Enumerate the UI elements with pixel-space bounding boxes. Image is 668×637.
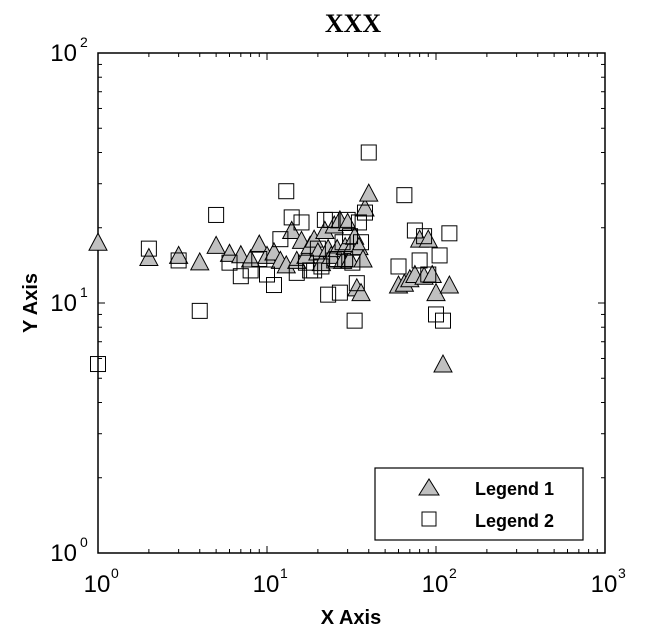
square-point — [342, 228, 359, 245]
square-point — [265, 277, 282, 294]
square-point — [406, 222, 423, 239]
square-point — [288, 264, 305, 281]
square-point — [390, 258, 407, 275]
y-tick-label: 10 — [50, 40, 77, 67]
square-point — [272, 231, 289, 248]
triangle-point — [351, 282, 371, 302]
triangle-point — [139, 247, 159, 267]
chart-title: XXX — [325, 9, 382, 38]
square-point — [348, 275, 365, 292]
square-point — [251, 250, 268, 267]
square-point — [428, 306, 444, 323]
square-point — [360, 144, 377, 161]
x-tick-exponent: 3 — [618, 565, 626, 581]
square-point — [293, 214, 310, 231]
square-point — [356, 204, 373, 221]
legend-item-2-label: Legend 2 — [475, 511, 554, 531]
square-point — [221, 254, 238, 271]
legend: Legend 1 Legend 2 — [374, 467, 584, 541]
y-axis-label: Y Axis — [20, 273, 42, 333]
square-point — [140, 240, 157, 257]
triangle-point — [439, 274, 460, 294]
square-marker-icon — [421, 511, 437, 527]
triangle-point — [353, 248, 373, 268]
triangle-point — [219, 243, 240, 262]
triangle-point — [337, 212, 358, 231]
square-point — [326, 252, 343, 269]
triangle-point — [355, 197, 375, 217]
y-tick-label: 10 — [50, 290, 77, 317]
triangle-point — [168, 245, 189, 264]
square-point — [431, 247, 448, 264]
axis-ticks — [97, 53, 605, 554]
triangle-point — [433, 353, 453, 373]
y-tick-label: 10 — [50, 540, 77, 567]
square-point — [208, 206, 225, 223]
triangle-point — [189, 251, 210, 271]
x-tick-exponent: 0 — [111, 565, 119, 581]
square-point — [396, 187, 413, 204]
triangle-point — [358, 183, 379, 202]
x-tick-exponent: 1 — [280, 565, 288, 581]
square-point — [259, 266, 275, 283]
square-point — [344, 254, 361, 271]
square-point — [170, 252, 187, 269]
square-point — [283, 209, 300, 226]
triangle-point — [206, 235, 226, 254]
square-point — [232, 268, 249, 285]
triangle-point — [88, 232, 108, 251]
square-point — [309, 240, 326, 257]
square-point — [416, 228, 433, 245]
square-point — [90, 356, 106, 373]
square-point — [278, 183, 295, 200]
x-tick-label: 10 — [591, 571, 618, 598]
square-point — [323, 211, 340, 228]
y-tick-exponent: 0 — [80, 534, 88, 550]
triangle-point — [418, 229, 439, 248]
square-point — [441, 225, 458, 242]
triangle-point — [230, 244, 251, 264]
triangle-marker-icon — [418, 478, 440, 496]
square-point — [434, 312, 451, 329]
square-point — [420, 266, 437, 283]
x-tick-label: 10 — [422, 571, 449, 598]
x-tick-exponent: 2 — [449, 565, 457, 581]
square-point — [350, 214, 367, 231]
y-tick-exponent: 1 — [80, 284, 88, 300]
y-tick-exponent: 2 — [80, 34, 88, 50]
x-tick-label: 10 — [84, 571, 111, 598]
triangle-point — [249, 234, 270, 253]
square-point — [331, 284, 348, 301]
square-point — [242, 262, 259, 279]
x-tick-labels: 10 0 10 1 10 2 10 3 — [84, 565, 626, 598]
square-point — [191, 302, 208, 319]
x-axis-label: X Axis — [321, 607, 381, 629]
square-point — [320, 286, 337, 303]
square-point — [346, 312, 363, 329]
legend-box — [374, 467, 584, 541]
data-points — [88, 144, 460, 373]
square-point — [339, 211, 356, 228]
x-tick-label: 10 — [253, 571, 280, 598]
square-point — [313, 258, 330, 275]
legend-item-1-label: Legend 1 — [475, 479, 554, 499]
square-point — [411, 252, 428, 269]
square-point — [353, 234, 370, 251]
